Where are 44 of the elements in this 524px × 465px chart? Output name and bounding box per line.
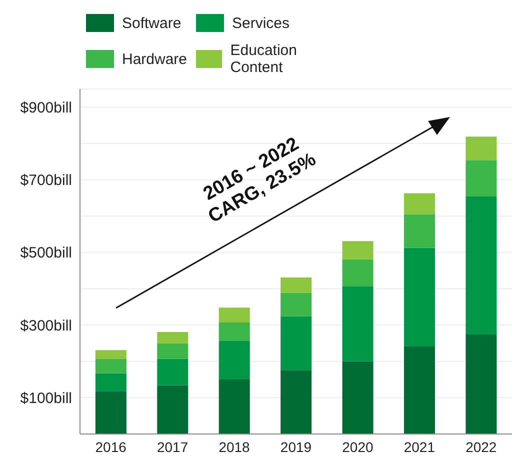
legend-label: Hardware	[122, 50, 188, 68]
x-tick-label: 2021	[404, 438, 436, 455]
bar	[280, 316, 312, 370]
bar	[404, 193, 435, 214]
bar	[280, 277, 312, 293]
bar	[466, 196, 497, 334]
bar	[218, 308, 250, 323]
bar	[157, 385, 188, 434]
y-tick-label: $500bill	[20, 244, 72, 262]
bar	[342, 259, 374, 287]
legend-label: Services	[232, 14, 290, 32]
bar	[95, 358, 126, 374]
x-tick-label: 2018	[218, 438, 250, 455]
x-tick-label: 2016	[95, 438, 127, 455]
bar	[157, 358, 188, 386]
x-tick-label: 2022	[466, 438, 497, 455]
x-tick-label: 2019	[280, 438, 312, 455]
bar	[466, 136, 497, 160]
bar	[342, 241, 374, 260]
bar	[95, 350, 126, 359]
bar	[404, 248, 435, 346]
y-tick-label: $700bill	[20, 172, 72, 190]
bar	[466, 334, 497, 434]
x-tick-label: 2017	[156, 438, 188, 455]
bar	[280, 292, 312, 316]
bar	[218, 380, 250, 434]
x-tick-label: 2020	[342, 438, 374, 455]
bar	[280, 370, 312, 434]
y-tick-label: $300bill	[20, 317, 72, 334]
bar	[342, 361, 374, 434]
bar	[404, 214, 435, 248]
bar	[157, 332, 188, 344]
legend-label: Education Content	[230, 42, 298, 76]
bar	[218, 322, 250, 341]
bar	[95, 373, 126, 392]
bar	[95, 391, 126, 434]
bar	[157, 343, 188, 359]
y-tick-label: $900bill	[20, 99, 72, 116]
bar	[404, 346, 435, 434]
legend-label: Software	[122, 14, 182, 32]
bar	[342, 286, 374, 362]
bar	[218, 340, 250, 380]
bar	[466, 160, 497, 196]
y-tick-label: $100bill	[20, 390, 72, 408]
